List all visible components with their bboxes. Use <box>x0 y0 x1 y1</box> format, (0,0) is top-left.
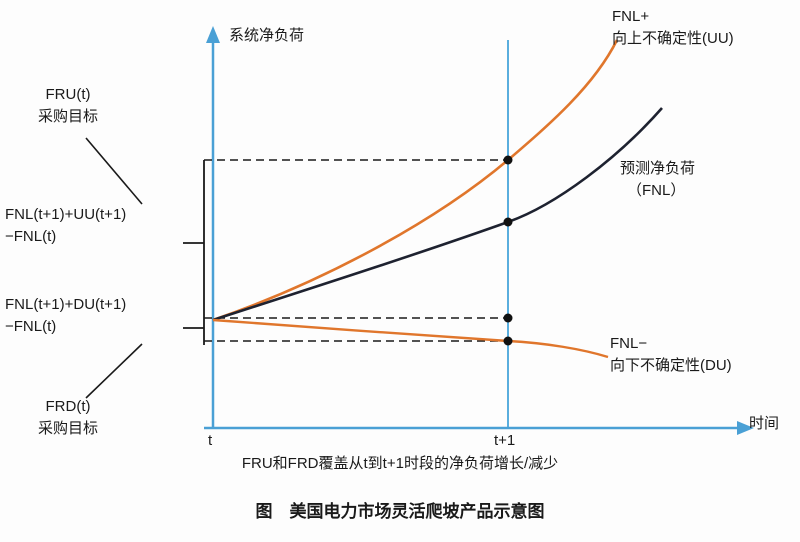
fru-pointer-line <box>85 137 143 205</box>
y-axis-label: 系统净负荷 <box>229 27 305 44</box>
downward-uncertainty-curve <box>212 318 609 359</box>
frd-pointer-line <box>85 343 143 399</box>
annotation-du-expr: FNL(t+1)+DU(t+1) −FNL(t) <box>5 294 126 338</box>
label-fnl-plus: FNL+ 向上不确定性(UU) <box>612 6 734 50</box>
marker-dot-origin <box>503 313 513 323</box>
annotation-uu-expr: FNL(t+1)+UU(t+1) −FNL(t) <box>5 204 126 248</box>
label-fnl-minus: FNL− 向下不确定性(DU) <box>610 333 732 377</box>
forecast-net-load-curve <box>212 107 663 322</box>
annotation-uu-expr-line1: FNL(t+1)+UU(t+1) <box>5 206 127 223</box>
annotation-uu-expr-line2: −FNL(t) <box>5 228 57 245</box>
figure-caption: FRU和FRD覆盖从t到t+1时段的净负荷增长/减少 <box>241 455 559 472</box>
label-fnl-plus-line2: 向上不确定性(UU) <box>612 30 734 47</box>
annotation-fru: FRU(t) 采购目标 <box>18 84 118 128</box>
upward-uncertainty-curve <box>212 39 619 322</box>
annotation-du-expr-line2: −FNL(t) <box>5 318 57 335</box>
label-forecast-line1: 预测净负荷 <box>620 160 696 177</box>
figure-title: 图 美国电力市场灵活爬坡产品示意图 <box>255 502 545 521</box>
tick-t1: t+1 <box>494 432 516 449</box>
x-axis-label: 时间 <box>749 415 780 432</box>
marker-dot-upper <box>503 155 513 165</box>
y-axis-arrow-icon <box>206 26 220 43</box>
tick-t: t <box>208 432 213 449</box>
annotation-frd: FRD(t) 采购目标 <box>18 396 118 440</box>
annotation-frd-line2: 采购目标 <box>37 420 98 437</box>
annotation-fru-line2: 采购目标 <box>37 108 98 125</box>
marker-dot-lower <box>503 336 513 346</box>
label-fnl-plus-line1: FNL+ <box>612 8 650 25</box>
marker-dot-forecast <box>503 217 513 227</box>
annotation-frd-line1: FRD(t) <box>45 398 91 415</box>
label-forecast: 预测净负荷 （FNL） <box>620 158 695 202</box>
annotation-du-expr-line1: FNL(t+1)+DU(t+1) <box>5 296 127 313</box>
label-fnl-minus-line2: 向下不确定性(DU) <box>610 357 732 374</box>
annotation-fru-line1: FRU(t) <box>45 86 91 103</box>
label-fnl-minus-line1: FNL− <box>610 335 648 352</box>
label-forecast-line2: （FNL） <box>627 182 686 199</box>
x-axis-arrow-icon <box>737 421 754 435</box>
